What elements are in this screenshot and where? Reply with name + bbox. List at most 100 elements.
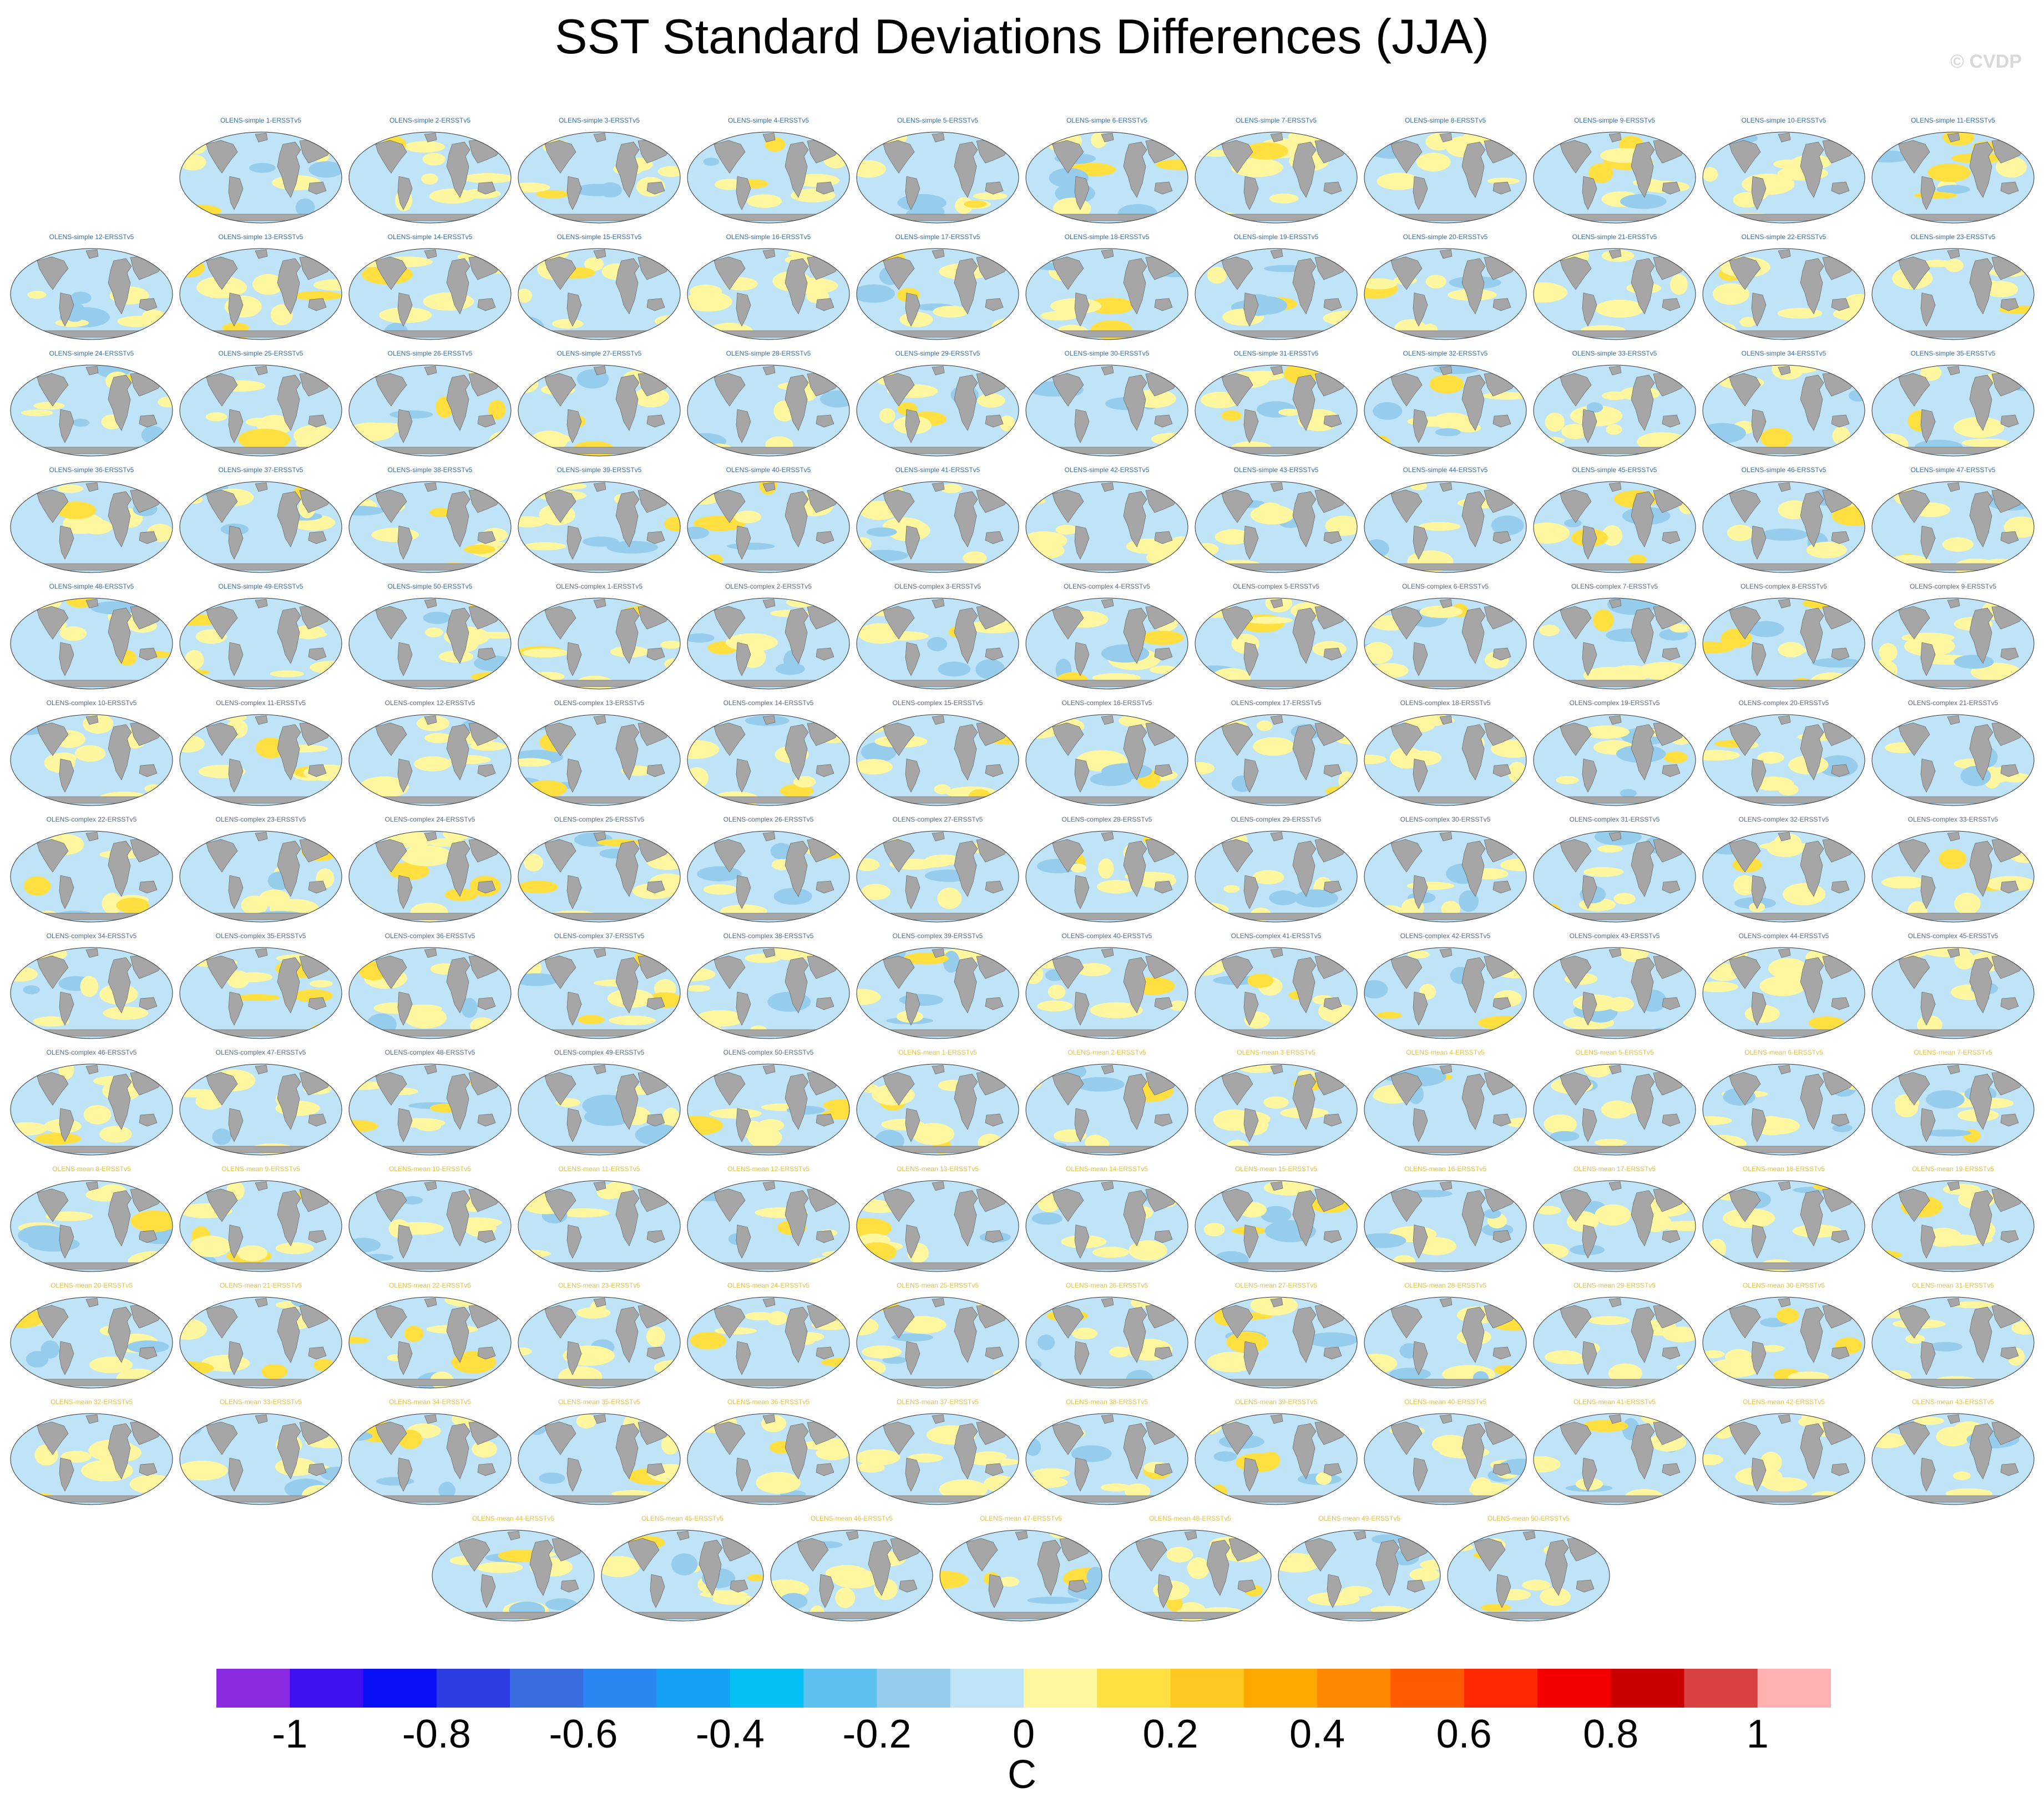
global-map [10,597,173,690]
landmass [876,796,999,804]
anomaly-patch [857,1449,900,1466]
landmass [985,880,1004,894]
landmass [228,525,244,560]
landmass [1831,1230,1850,1243]
landmass [1831,531,1850,544]
landmass [206,1421,238,1455]
anomaly-patch [1221,410,1242,421]
colorbar-segment [1317,1669,1391,1708]
landmass [1800,1190,1824,1247]
anomaly-patch [1408,950,1430,959]
landmass [397,409,413,443]
map-border [856,364,1019,457]
anomaly-patch [116,897,149,914]
landmass [277,1073,301,1130]
landmass [1215,1379,1338,1386]
landmass [199,796,322,804]
landmass [1384,1379,1507,1386]
landmass [1947,599,1960,609]
anomaly-patch [416,1121,442,1131]
anomaly-patch [180,735,205,753]
anomaly-patch [349,505,384,516]
landmass [1292,491,1317,548]
anomaly-patch [1920,365,1942,381]
landmass [615,374,640,431]
landmass [1323,181,1342,195]
landmass [139,298,158,311]
landmass [1243,1457,1259,1492]
global-map [179,1180,342,1272]
map-panel: OLENS-complex 47-ERSSTv5 [178,1047,344,1158]
landmass [368,214,492,221]
landmass [707,214,830,221]
landmass [255,1298,268,1308]
anomaly-patch [180,369,204,377]
anomaly-patch [662,1107,680,1128]
landmass [1631,840,1655,897]
landmass [1270,249,1283,259]
map-panel: OLENS-simple 38-ERSSTv5 [347,465,513,576]
panel-title: OLENS-simple 4-ERSSTv5 [727,117,809,124]
landmass [1608,1065,1622,1075]
landmass [1052,606,1084,640]
global-map [687,1413,850,1505]
landmass [1390,1421,1423,1455]
landmass [1215,1029,1338,1037]
anomaly-patch [233,994,280,1001]
panel-title: OLENS-mean 27-ERSSTv5 [1235,1282,1318,1289]
landmass [255,832,268,842]
landmass [1553,680,1676,687]
landmass [30,1495,153,1503]
colorbar-tick-label: 0.8 [1583,1712,1639,1756]
map-panel: OLENS-mean 25-ERSSTv5 [854,1280,1021,1391]
landmass [1800,724,1824,781]
landmass [544,1072,576,1106]
colorbar-segment [1684,1669,1758,1708]
anomaly-patch [1663,1326,1696,1343]
landmass [816,1463,834,1476]
anomaly-patch [59,626,87,641]
landmass [1221,373,1253,407]
panel-title: OLENS-simple 37-ERSSTv5 [218,466,303,474]
anomaly-patch [802,175,832,184]
landmass [2000,531,2019,544]
landmass [37,1421,69,1455]
landmass [1751,875,1767,909]
panel-title: OLENS-simple 17-ERSSTv5 [895,233,980,241]
landmass [1947,366,1960,376]
landmass [714,489,746,523]
anomaly-patch [1165,1297,1188,1308]
landmass [1154,647,1173,661]
landmass [108,957,132,1014]
landmass [1135,1538,1167,1572]
map-border [518,364,681,457]
anomaly-patch [252,274,284,295]
landmass [108,491,132,548]
landmass [905,758,920,793]
landmass [139,1463,158,1476]
landmass [1101,1298,1114,1308]
map-panel: OLENS-complex 26-ERSSTv5 [685,814,852,925]
map-border [1364,1180,1527,1272]
anomaly-patch [526,1420,547,1435]
landmass [1461,491,1486,548]
global-map [348,714,512,806]
panel-title: OLENS-mean 47-ERSSTv5 [979,1515,1063,1522]
map-border [601,1530,764,1622]
landmass [785,607,809,664]
panel-title: OLENS-complex 25-ERSSTv5 [554,816,645,823]
anomaly-patch [660,640,680,649]
landmass [1492,1346,1511,1360]
anomaly-patch [1703,749,1741,761]
anomaly-patch [422,153,446,166]
landmass [954,1423,978,1480]
anomaly-patch [1507,206,1526,216]
landmass [816,647,834,661]
landmass [1215,563,1338,571]
landmass [446,1073,470,1130]
landmass [199,447,322,454]
map-border [687,1413,850,1505]
colorbar-segment [583,1669,657,1708]
map-border [1871,1063,2035,1156]
landmass [1375,1539,1400,1596]
